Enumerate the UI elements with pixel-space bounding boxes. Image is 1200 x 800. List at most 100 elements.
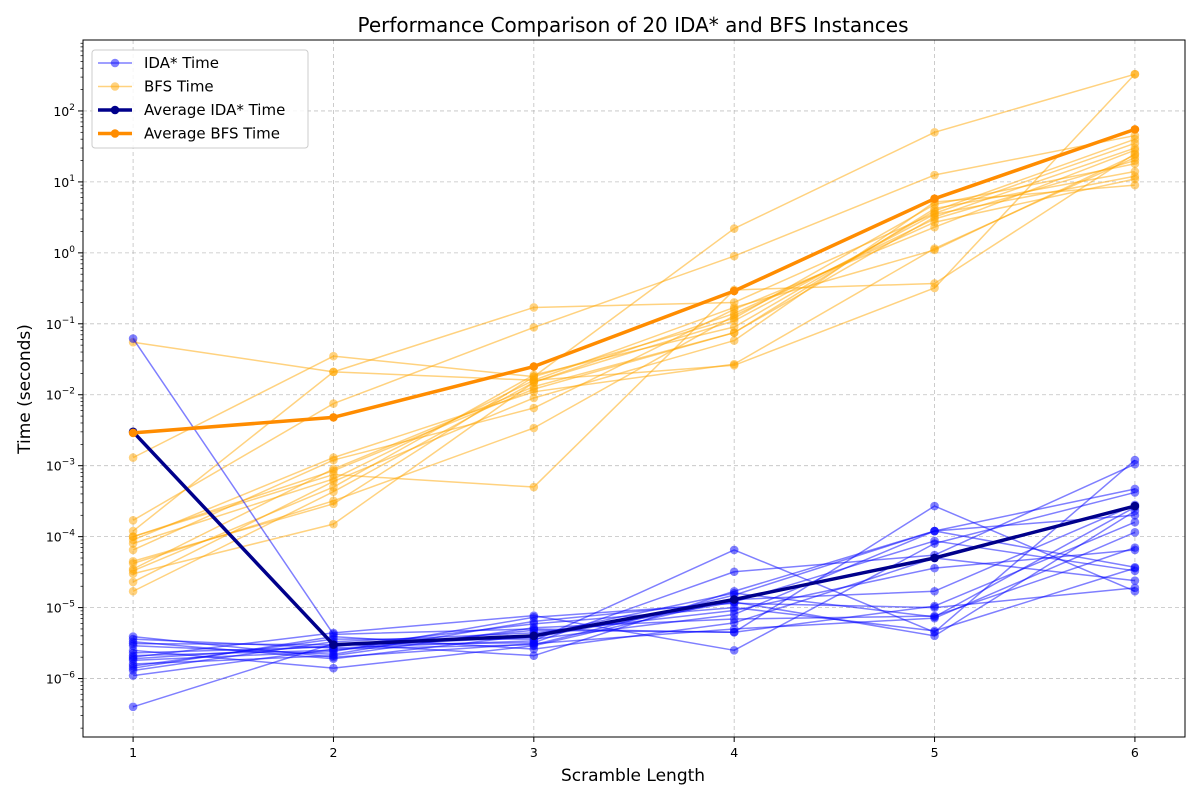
bfs-instance-series-point — [930, 279, 939, 288]
ida-average-series-point — [930, 553, 939, 563]
bfs-instance-series-point — [529, 323, 539, 332]
legend-label: BFS Time — [144, 78, 214, 96]
bfs-average-series — [128, 125, 1140, 438]
ida-instance-series-point — [729, 545, 739, 555]
bfs-average-series-point — [128, 428, 138, 438]
ida-instance-series-point — [329, 654, 338, 664]
bfs-instance-series-point — [1130, 159, 1140, 169]
ida-instance-series-line — [132, 557, 1135, 669]
ida-instance-series-point — [128, 334, 138, 343]
bfs-instance-series-line — [132, 147, 1136, 538]
ida-instance-series-point — [1130, 459, 1140, 469]
ida-instance-series-point — [930, 536, 939, 546]
x-tick-label: 2 — [329, 745, 337, 760]
bfs-instance-series-point — [128, 453, 138, 462]
legend-marker — [110, 82, 120, 91]
bfs-instance-series-point — [128, 545, 138, 555]
ida-instance-series-line — [133, 521, 1136, 657]
bfs-instance-series-point — [128, 577, 138, 587]
bfs-instance-series — [128, 131, 1140, 525]
ida-instance-series-line — [133, 504, 1136, 669]
ida-instance-series-point — [529, 644, 539, 654]
bfs-instance-series-point — [930, 128, 939, 137]
x-tick-label: 3 — [530, 745, 538, 760]
bfs-instance-series-point — [1130, 180, 1140, 190]
ida-instance-series-point — [128, 702, 138, 712]
bfs-instance-series-point — [529, 423, 539, 433]
ida-instance-series-point — [729, 603, 739, 612]
bfs-instance-series-point — [128, 515, 138, 525]
ida-instance-series-point — [1130, 563, 1140, 573]
bfs-instance-series-point — [729, 251, 739, 261]
ida-instance-series-point — [729, 567, 739, 577]
bfs-instance-series-point — [529, 370, 539, 380]
ida-instance-series-point — [729, 618, 739, 628]
ida-instance-series-point — [1130, 528, 1140, 537]
ida-average-series-point — [729, 595, 739, 604]
legend-label: IDA* Time — [144, 54, 219, 72]
ida-instance-series-point — [1130, 545, 1140, 555]
bfs-average-series-point — [1130, 125, 1140, 134]
bfs-instance-series-point — [1130, 143, 1140, 153]
bfs-instance-series-line — [132, 159, 1136, 565]
bfs-instance-series-point — [1130, 134, 1140, 144]
bfs-instance-series-line — [132, 138, 1136, 572]
bfs-instance-series-point — [729, 322, 739, 332]
axis-ticks: 1 2 3 4 5 6 10−6 10−5 10−4 10−3 10−2 10−1 100 101 102 — [46, 42, 1139, 760]
ida-instance-series-line — [132, 514, 1135, 667]
y-tick-label: 10−2 — [46, 387, 75, 403]
legend-label: Average IDA* Time — [144, 101, 285, 119]
bfs-instance-series-line — [132, 170, 1136, 570]
chart-title: Performance Comparison of 20 IDA* and BF… — [357, 13, 908, 37]
bfs-instance-series-line — [132, 73, 1136, 382]
bfs-instance-series-point — [329, 499, 338, 509]
bfs-average-series-line — [132, 127, 1136, 435]
bfs-instance-series-point — [128, 539, 138, 548]
bfs-instance-series-point — [1130, 150, 1140, 160]
ida-instance-series-point — [729, 646, 739, 655]
ida-average-series-point — [529, 631, 539, 641]
bfs-instance-series-point — [128, 556, 138, 566]
ida-average-series-point — [1130, 501, 1140, 511]
bfs-instance-series-point — [930, 212, 939, 222]
legend-label: Average BFS Time — [144, 125, 280, 143]
bfs-instance-series-point — [329, 351, 338, 361]
y-tick-label: 10−5 — [46, 600, 75, 616]
legend-marker — [110, 105, 120, 115]
bfs-instance-series-point — [930, 206, 939, 216]
ida-instance-series-line — [133, 506, 1136, 660]
y-tick-label: 10−6 — [46, 671, 75, 687]
ida-instance-series-point — [1130, 583, 1140, 593]
bfs-instance-series-point — [128, 566, 138, 576]
ida-instance-series-point — [128, 671, 138, 680]
y-tick-label: 10−3 — [46, 458, 75, 474]
bfs-instance-series-line — [132, 154, 1136, 545]
ida-instance-series-point — [128, 661, 138, 671]
bfs-instance-series-line — [132, 163, 1136, 562]
bfs-instance-series-line — [132, 73, 1136, 459]
y-tick-label: 10−4 — [46, 529, 75, 545]
y-tick-label: 10−1 — [46, 316, 75, 332]
x-tick-label: 4 — [730, 745, 738, 760]
bfs-average-series-point — [529, 362, 539, 371]
ida-instance-series-point — [729, 588, 739, 598]
bfs-instance-series-point — [329, 367, 338, 377]
ida-average-series-point — [329, 640, 338, 649]
bfs-instance-series-point — [729, 224, 739, 233]
ida-instance-series-point — [930, 603, 939, 612]
bfs-average-series-point — [329, 413, 338, 422]
x-axis-label: Scramble Length — [561, 766, 705, 786]
bfs-instance-series-point — [529, 393, 539, 403]
x-tick-label: 5 — [931, 745, 939, 760]
y-axis-label: Time (seconds) — [15, 324, 35, 455]
ida-instance-series-line — [132, 549, 1135, 672]
ida-instance-series-point — [1130, 488, 1140, 497]
y-tick-label: 102 — [53, 103, 75, 119]
ida-instance-series-point — [529, 612, 539, 622]
bfs-instance-series-point — [930, 245, 939, 255]
ida-average-series — [128, 427, 1140, 649]
x-tick-label: 1 — [129, 745, 137, 760]
bfs-instance-series-point — [329, 466, 338, 476]
bfs-instance-series-point — [329, 399, 338, 408]
